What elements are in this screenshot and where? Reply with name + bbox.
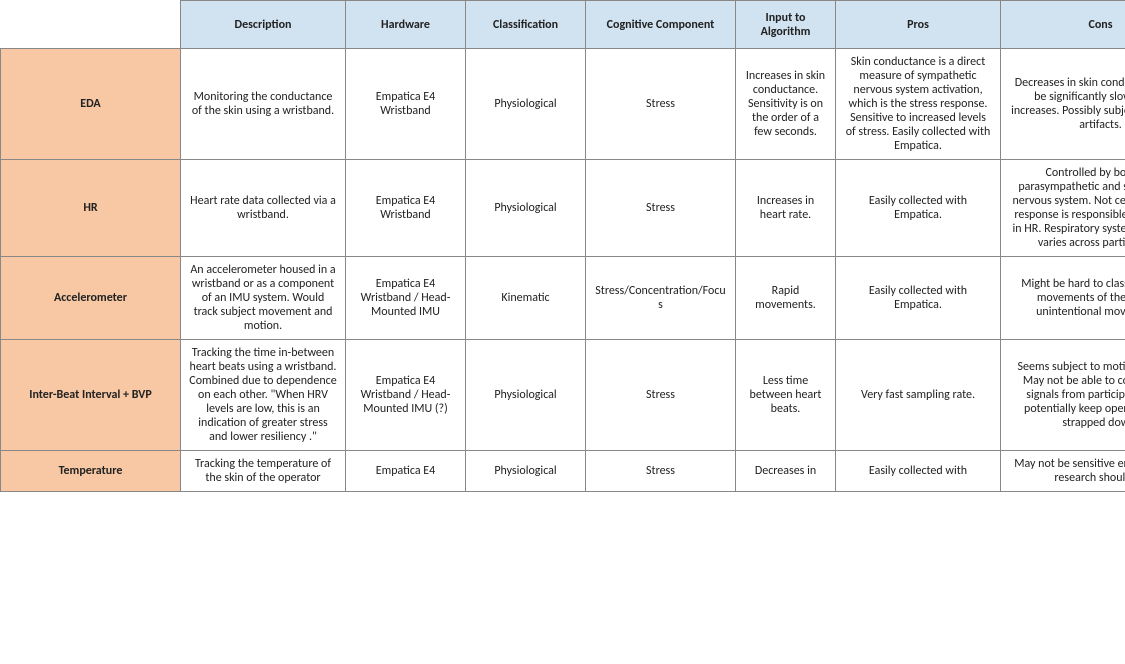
cell-description: Heart rate data collected via a wristban… <box>181 160 346 257</box>
cell-pros: Very fast sampling rate. <box>836 340 1001 451</box>
cell-input: Less time between heart beats. <box>736 340 836 451</box>
cell-cognitive: Stress <box>586 451 736 492</box>
table-row: HRHeart rate data collected via a wristb… <box>1 160 1125 257</box>
row-header: EDA <box>1 49 181 160</box>
table-row: EDAMonitoring the conductance of the ski… <box>1 49 1125 160</box>
cell-cons: Seems subject to motion artifacts. May n… <box>1001 340 1125 451</box>
cell-input: Decreases in <box>736 451 836 492</box>
cell-classification: Physiological <box>466 451 586 492</box>
col-header-input: Input to Algorithm <box>736 1 836 49</box>
cell-classification: Physiological <box>466 340 586 451</box>
col-header-description: Description <box>181 1 346 49</box>
cell-cons: Decreases in skin conductance may be sig… <box>1001 49 1125 160</box>
cell-input: Increases in skin conductance. Sensitivi… <box>736 49 836 160</box>
corner-cell <box>1 1 181 49</box>
cell-classification: Physiological <box>466 160 586 257</box>
cell-hardware: Empatica E4 Wristband / Head-Mounted IMU… <box>346 340 466 451</box>
cell-description: An accelerometer housed in a wristband o… <box>181 257 346 340</box>
header-row: Description Hardware Classification Cogn… <box>1 1 1125 49</box>
cell-cognitive: Stress/Concentration/Focus <box>586 257 736 340</box>
cell-pros: Easily collected with <box>836 451 1001 492</box>
col-header-hardware: Hardware <box>346 1 466 49</box>
cell-input: Increases in heart rate. <box>736 160 836 257</box>
cell-classification: Physiological <box>466 49 586 160</box>
table-row: Inter-Beat Interval + BVPTracking the ti… <box>1 340 1125 451</box>
row-header: Inter-Beat Interval + BVP <box>1 340 181 451</box>
sensor-table: Description Hardware Classification Cogn… <box>0 0 1125 492</box>
col-header-cognitive: Cognitive Component <box>586 1 736 49</box>
cell-pros: Easily collected with Empatica. <box>836 257 1001 340</box>
row-header: HR <box>1 160 181 257</box>
cell-cognitive: Stress <box>586 49 736 160</box>
row-header: Temperature <box>1 451 181 492</box>
table-row: TemperatureTracking the temperature of t… <box>1 451 1125 492</box>
col-header-pros: Pros <box>836 1 1001 49</box>
cell-pros: Skin conductance is a direct measure of … <box>836 49 1001 160</box>
cell-hardware: Empatica E4 Wristband / Head-Mounted IMU <box>346 257 466 340</box>
cell-description: Tracking the time in-between heart beats… <box>181 340 346 451</box>
col-header-cons: Cons <box>1001 1 1125 49</box>
cell-cons: May not be sensitive enough. More resear… <box>1001 451 1125 492</box>
cell-hardware: Empatica E4 Wristband <box>346 49 466 160</box>
cell-hardware: Empatica E4 Wristband <box>346 160 466 257</box>
table-row: AccelerometerAn accelerometer housed in … <box>1 257 1125 340</box>
row-header: Accelerometer <box>1 257 181 340</box>
cell-description: Monitoring the conductance of the skin u… <box>181 49 346 160</box>
cell-input: Rapid movements. <box>736 257 836 340</box>
cell-cognitive: Stress <box>586 160 736 257</box>
cell-cons: Might be hard to classify specific movem… <box>1001 257 1125 340</box>
cell-cognitive: Stress <box>586 340 736 451</box>
cell-pros: Easily collected with Empatica. <box>836 160 1001 257</box>
cell-classification: Kinematic <box>466 257 586 340</box>
cell-hardware: Empatica E4 <box>346 451 466 492</box>
cell-description: Tracking the temperature of the skin of … <box>181 451 346 492</box>
col-header-classification: Classification <box>466 1 586 49</box>
table-body: EDAMonitoring the conductance of the ski… <box>1 49 1125 492</box>
cell-cons: Controlled by both the parasympathetic a… <box>1001 160 1125 257</box>
